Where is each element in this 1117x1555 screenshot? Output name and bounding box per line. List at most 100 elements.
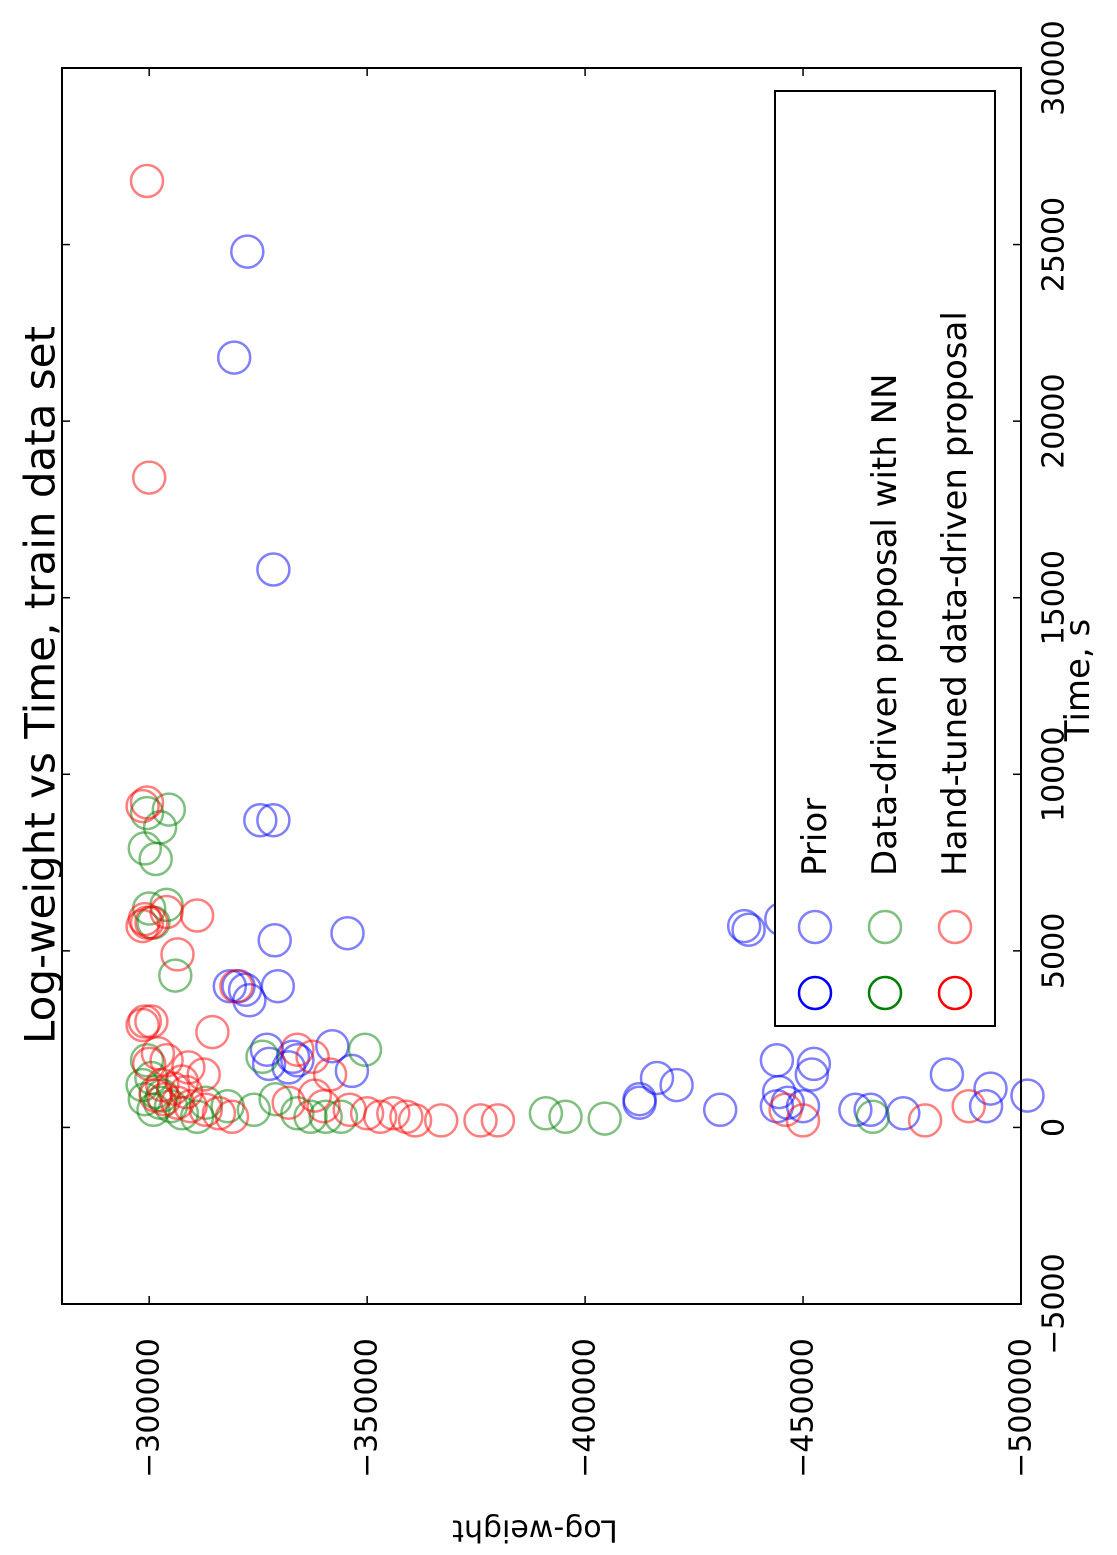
data-point-series-2: [129, 1043, 165, 1078]
data-point-series-1: [1010, 1078, 1045, 1113]
y-tick-label: −400000: [568, 1338, 603, 1478]
legend-marker: [867, 975, 903, 1011]
data-point-series-3: [397, 1103, 433, 1138]
data-point-series-3: [188, 1092, 224, 1128]
legend-marker: [797, 975, 833, 1011]
x-tick-label: 0: [1037, 1118, 1072, 1137]
x-tick-label: 15000: [1037, 550, 1072, 645]
data-point-series-1: [838, 1092, 873, 1128]
data-point-series-1: [334, 1053, 370, 1089]
data-point-series-3: [127, 1004, 163, 1039]
legend-label: Hand-tuned data-driven proposal: [935, 311, 975, 876]
data-point-series-1: [968, 1088, 1004, 1124]
data-point-series-1: [796, 1046, 832, 1082]
data-point-series-3: [349, 1096, 385, 1131]
data-point-series-2: [528, 1096, 564, 1131]
data-point-series-2: [129, 795, 165, 831]
data-point-series-2: [548, 1099, 583, 1135]
data-point-series-2: [280, 1096, 315, 1131]
data-point-series-2: [142, 810, 178, 845]
data-point-series-3: [129, 163, 165, 199]
data-point-series-3: [463, 1103, 498, 1138]
data-point-series-1: [622, 1081, 657, 1117]
data-point-series-1: [622, 1085, 657, 1120]
data-point-series-3: [907, 1103, 943, 1138]
data-point-series-3: [155, 1071, 191, 1106]
data-point-series-1: [216, 340, 252, 375]
data-point-series-1: [702, 1092, 738, 1128]
data-point-series-3: [173, 1088, 208, 1124]
data-point-series-2: [188, 1085, 224, 1120]
data-point-series-1: [256, 552, 291, 587]
data-point-series-3: [125, 788, 160, 824]
data-point-series-3: [179, 898, 215, 933]
x-axis-label: Time, s: [1058, 619, 1098, 743]
data-point-series-1: [243, 802, 278, 838]
data-point-series-1: [230, 234, 265, 269]
x-tick-label: 25000: [1037, 197, 1072, 292]
data-point-series-3: [768, 1092, 803, 1128]
legend-box: [774, 90, 996, 1027]
data-point-series-2: [323, 1099, 359, 1135]
data-point-series-2: [347, 1032, 383, 1067]
data-point-series-1: [759, 1043, 795, 1078]
data-point-series-1: [251, 1046, 287, 1082]
data-point-series-2: [151, 792, 187, 827]
legend-label: Data-driven proposal with NN: [865, 374, 905, 876]
data-point-series-2: [127, 831, 163, 866]
data-point-series-1: [232, 983, 267, 1018]
y-tick-label: −500000: [1004, 1338, 1039, 1478]
x-tick-label: 20000: [1037, 373, 1072, 468]
data-point-series-3: [195, 1014, 230, 1050]
data-point-series-1: [886, 1096, 921, 1131]
y-tick-label: −300000: [132, 1338, 167, 1478]
data-point-series-3: [160, 1085, 195, 1120]
data-point-series-2: [236, 1092, 272, 1128]
data-point-series-3: [362, 1099, 398, 1135]
data-point-series-1: [929, 1057, 965, 1092]
x-tick-label: 10000: [1037, 727, 1072, 822]
legend-marker: [797, 909, 833, 945]
data-point-series-3: [295, 1039, 330, 1075]
data-point-series-1: [271, 1050, 306, 1085]
data-point-series-1: [731, 912, 766, 947]
data-point-series-2: [158, 958, 193, 993]
legend-marker: [937, 909, 973, 945]
data-point-series-1: [973, 1071, 1008, 1106]
legend-marker: [937, 975, 973, 1011]
data-point-series-3: [186, 1057, 221, 1092]
data-point-series-3: [201, 1096, 237, 1131]
data-point-series-3: [271, 1085, 306, 1120]
data-point-series-3: [376, 1096, 411, 1131]
data-point-series-3: [147, 1081, 182, 1117]
data-point-series-3: [131, 460, 167, 495]
x-tick-label: 5000: [1037, 913, 1072, 989]
data-point-series-1: [256, 802, 291, 838]
data-point-series-1: [726, 908, 762, 944]
data-point-series-1: [212, 968, 248, 1004]
data-point-series-3: [214, 1099, 250, 1135]
data-point-series-2: [855, 1099, 891, 1135]
data-point-series-3: [280, 1032, 315, 1067]
data-point-series-1: [257, 923, 292, 958]
data-point-series-3: [129, 785, 165, 820]
data-point-series-3: [785, 1103, 821, 1138]
data-point-series-2: [138, 841, 173, 877]
data-point-series-3: [951, 1088, 986, 1124]
axis-ticks: −5000 0 5000 10000 15000 20000 25000 30000 −3000…: [62, 20, 1072, 1478]
plot-frame: [61, 67, 1022, 1305]
data-point-series-3: [306, 1088, 341, 1124]
x-tick-label: 30000: [1037, 20, 1072, 115]
data-point-series-3: [480, 1103, 516, 1138]
data-point-series-1: [280, 1043, 315, 1078]
data-point-series-3: [125, 1007, 160, 1043]
data-point-series-1: [639, 1060, 675, 1096]
data-point-series-1: [659, 1067, 694, 1103]
legend-marker: [867, 909, 903, 945]
data-point-series-1: [794, 1057, 830, 1092]
data-point-series-3: [125, 908, 160, 944]
data-point-series-2: [308, 1099, 343, 1135]
y-tick-label: −350000: [350, 1338, 385, 1478]
data-point-series-1: [249, 1032, 285, 1067]
